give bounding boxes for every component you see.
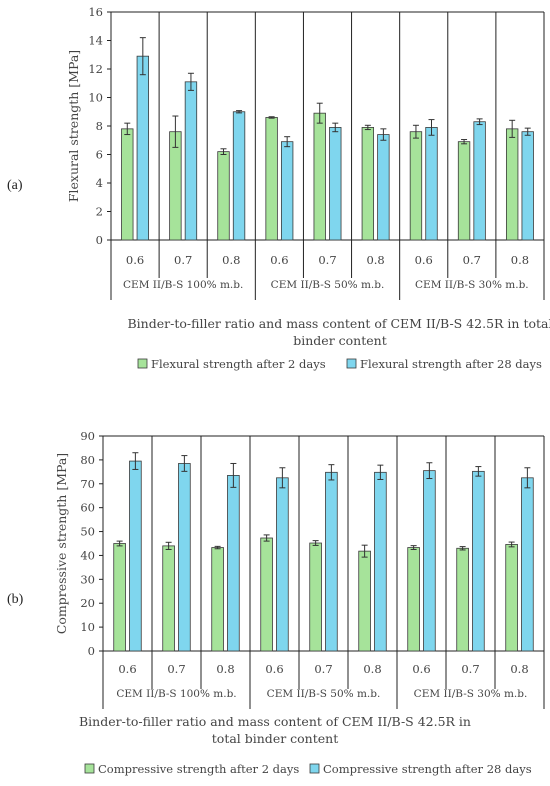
chartb-group-label: CEM II/B-S 50% m.b. bbox=[267, 688, 381, 700]
charta-category-label: 0.7 bbox=[463, 253, 481, 267]
chartb-category-label: 0.8 bbox=[510, 662, 528, 676]
chartb-category-label: 0.7 bbox=[167, 662, 185, 676]
chartb-bar-28d bbox=[374, 471, 387, 652]
charta-legend-label: Flexural strength after 28 days bbox=[360, 357, 542, 371]
panel-label-b: (b) bbox=[7, 592, 24, 607]
charta-y-tick-label: 0 bbox=[96, 233, 103, 247]
chartb-bar-2d bbox=[162, 545, 175, 652]
chartb-y-tick-label: 0 bbox=[88, 644, 95, 658]
charta-group-label: CEM II/B-S 30% m.b. bbox=[415, 279, 529, 291]
charta-y-tick-label: 12 bbox=[88, 62, 103, 76]
chartb-category-label: 0.6 bbox=[118, 662, 136, 676]
charta-x-axis-title: Binder-to-filler ratio and mass content … bbox=[128, 316, 550, 331]
chartb-legend-label: Compressive strength after 28 days bbox=[323, 762, 532, 776]
chartb-bar-2d bbox=[211, 547, 224, 652]
charta-category-label: 0.7 bbox=[318, 253, 336, 267]
charta-bar-2d bbox=[409, 131, 423, 241]
chartb-bar-28d bbox=[276, 477, 289, 652]
charta-bar-28d bbox=[473, 121, 486, 241]
charta-legend-swatch bbox=[137, 358, 148, 369]
chartb-category-label: 0.8 bbox=[216, 662, 234, 676]
chartb-bar-28d bbox=[521, 477, 534, 652]
chartb-bar-28d bbox=[129, 460, 142, 652]
chartb-category-label: 0.6 bbox=[265, 662, 283, 676]
charta-category-label: 0.8 bbox=[511, 253, 529, 267]
chartb-bar-28d bbox=[178, 463, 191, 652]
charta-y-tick-label: 6 bbox=[96, 148, 103, 162]
charta-bar-28d bbox=[184, 81, 198, 241]
charta-bar-2d bbox=[457, 141, 471, 241]
chartb-bar-2d bbox=[113, 543, 126, 652]
charta-legend-label: Flexural strength after 2 days bbox=[151, 357, 326, 371]
chartb-x-axis-title: total binder content bbox=[212, 731, 338, 746]
chartb-bar-2d bbox=[407, 547, 420, 652]
charta-category-label: 0.6 bbox=[126, 253, 144, 267]
charta-y-tick-label: 14 bbox=[88, 34, 103, 48]
chartb-legend-swatch bbox=[84, 763, 95, 774]
charta-bar-28d bbox=[136, 55, 150, 241]
chartb-y-tick-label: 90 bbox=[80, 429, 95, 443]
chartb-category-label: 0.6 bbox=[412, 662, 430, 676]
charta-bar-2d bbox=[121, 128, 134, 241]
chartb-y-tick-label: 10 bbox=[80, 620, 95, 634]
panel-label-a: (a) bbox=[7, 178, 23, 193]
chartb-x-axis-title: Binder-to-filler ratio and mass content … bbox=[79, 714, 471, 729]
chartb-category-label: 0.7 bbox=[461, 662, 479, 676]
charta-bar-28d bbox=[425, 127, 438, 241]
charta-y-tick-label: 4 bbox=[96, 176, 103, 190]
chartb-bar-2d bbox=[309, 542, 322, 652]
charta-bar-2d bbox=[313, 112, 326, 241]
charta-y-tick-label: 8 bbox=[96, 119, 103, 133]
charta-bar-2d bbox=[265, 117, 278, 241]
charta-bar-2d bbox=[217, 151, 230, 241]
chartb-group-label: CEM II/B-S 100% m.b. bbox=[116, 688, 236, 700]
chartb-bar-28d bbox=[472, 470, 485, 652]
charta-bar-2d bbox=[505, 128, 519, 241]
chartb-bar-28d bbox=[325, 471, 338, 652]
chartb-legend-swatch bbox=[309, 763, 320, 774]
chartb-y-tick-label: 20 bbox=[80, 596, 95, 610]
chartb-category-label: 0.8 bbox=[363, 662, 381, 676]
charta-y-tick-label: 10 bbox=[88, 91, 103, 105]
charta-y-tick-label: 2 bbox=[96, 205, 103, 219]
charta-category-label: 0.7 bbox=[174, 253, 192, 267]
charta-y-axis-title: Flexural strength [MPa] bbox=[66, 50, 81, 202]
charta-bar-28d bbox=[329, 127, 342, 241]
chartb-y-tick-label: 70 bbox=[80, 477, 95, 491]
chartb-y-tick-label: 30 bbox=[80, 572, 95, 586]
charta-legend-swatch bbox=[346, 358, 357, 369]
chartb-bar-2d bbox=[505, 544, 518, 652]
chartb-y-tick-label: 60 bbox=[80, 501, 95, 515]
chartb-y-tick-label: 80 bbox=[80, 453, 95, 467]
charta-category-label: 0.8 bbox=[366, 253, 384, 267]
chartb-bar-2d bbox=[358, 550, 371, 652]
charta-bar-2d bbox=[169, 131, 182, 241]
chartb-y-tick-label: 50 bbox=[80, 525, 95, 539]
chartb-legend-label: Compressive strength after 2 days bbox=[98, 762, 299, 776]
charta-category-label: 0.6 bbox=[270, 253, 288, 267]
charta-bar-28d bbox=[521, 131, 534, 241]
charta-bar-28d bbox=[232, 111, 246, 241]
charta-x-axis-title: binder content bbox=[293, 333, 386, 348]
chartb-y-axis-title: Compressive strength [MPa] bbox=[54, 453, 69, 634]
charta-y-tick-label: 16 bbox=[88, 5, 103, 19]
charta-bar-28d bbox=[280, 141, 294, 241]
chartb-category-label: 0.7 bbox=[314, 662, 332, 676]
chartb-y-tick-label: 40 bbox=[80, 548, 95, 562]
chartb-bar-2d bbox=[260, 537, 273, 652]
chartb-bar-2d bbox=[456, 547, 469, 652]
chartb-group-label: CEM II/B-S 30% m.b. bbox=[414, 688, 528, 700]
charta-category-label: 0.8 bbox=[222, 253, 240, 267]
charta-bar-2d bbox=[361, 127, 375, 241]
chartb-bar-28d bbox=[227, 475, 240, 652]
chartb-bar-28d bbox=[423, 470, 436, 652]
charta-group-label: CEM II/B-S 50% m.b. bbox=[271, 279, 385, 291]
charta-group-label: CEM II/B-S 100% m.b. bbox=[123, 279, 243, 291]
charta-bar-28d bbox=[377, 134, 390, 241]
charta-category-label: 0.6 bbox=[415, 253, 433, 267]
